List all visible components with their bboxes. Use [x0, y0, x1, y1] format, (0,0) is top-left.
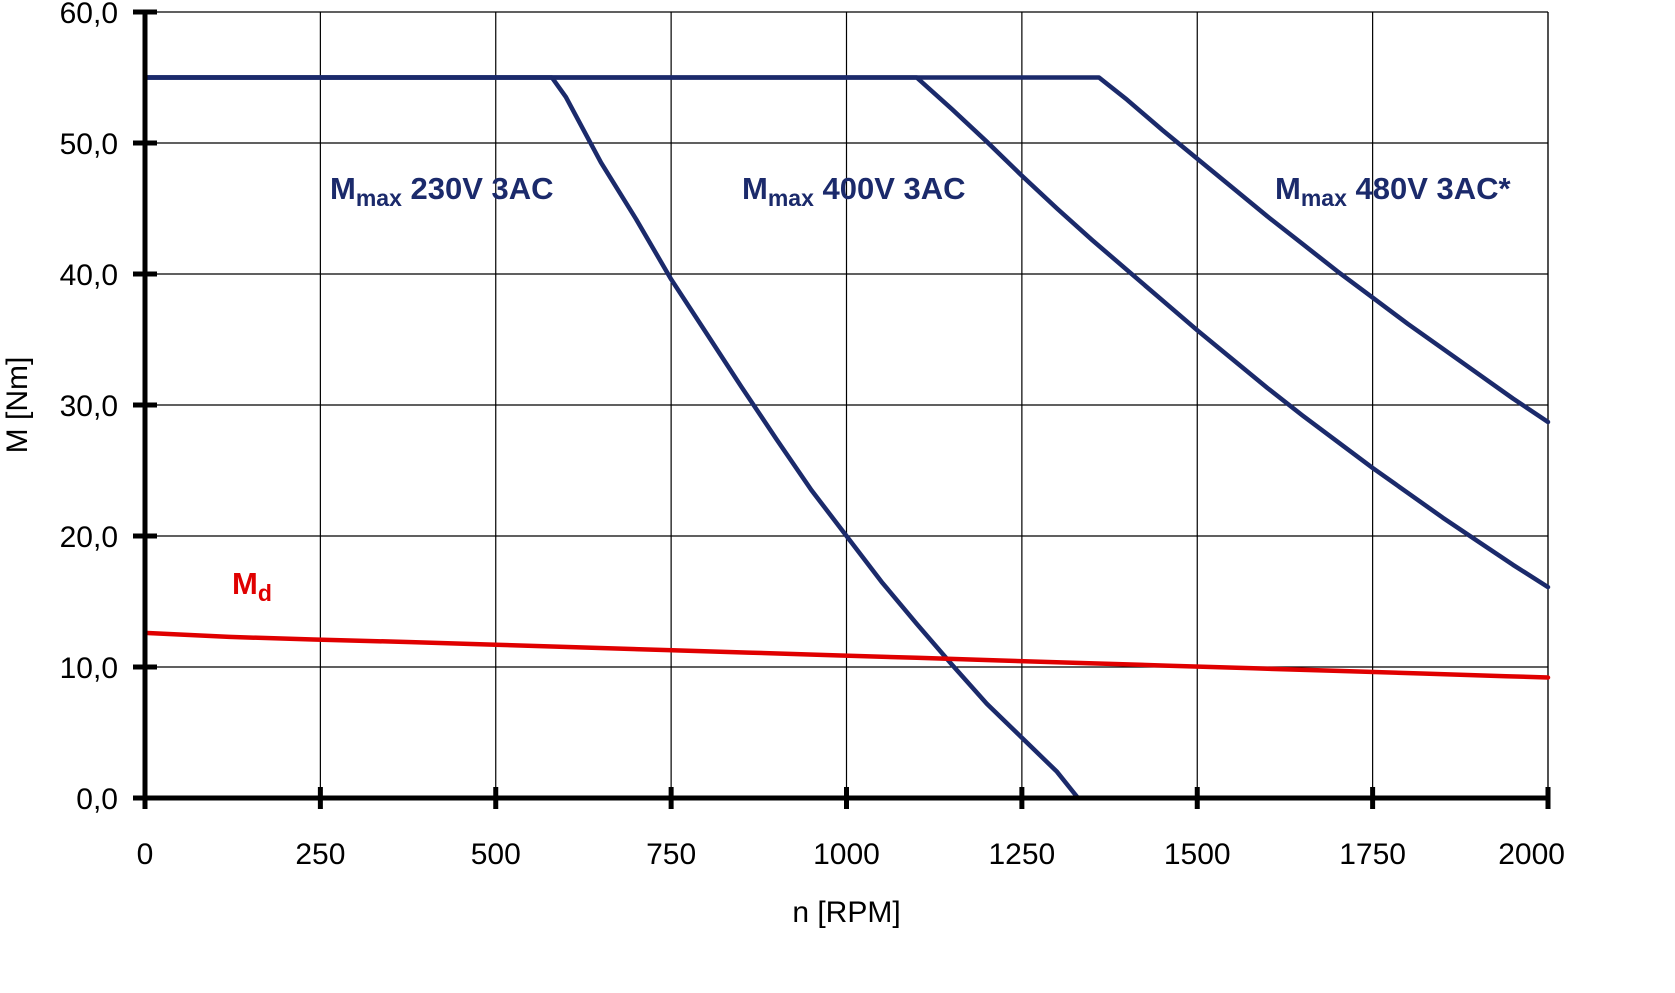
x-tick-label: 250	[295, 838, 345, 871]
grid	[144, 11, 1549, 799]
label-rest: 230V 3AC	[402, 171, 554, 206]
y-tick-label: 20,0	[60, 521, 118, 554]
series-label-mmax400: Mmax 400V 3AC	[742, 171, 966, 211]
series-label-mmax230: Mmax 230V 3AC	[330, 171, 554, 211]
series-lines	[142, 75, 1551, 801]
series-label-mmax480: Mmax 480V 3AC*	[1275, 171, 1512, 211]
y-tick-label: 0,0	[76, 783, 118, 816]
label-rest: 480V 3AC*	[1347, 171, 1512, 206]
series-line-md	[142, 630, 1551, 680]
series-line-mmax400	[142, 75, 1551, 590]
label-main: M	[1275, 171, 1301, 206]
x-tick-label: 1750	[1339, 838, 1406, 871]
y-tick-label: 40,0	[60, 259, 118, 292]
label-main: M	[330, 171, 356, 206]
x-tick-label: 750	[646, 838, 696, 871]
x-tick-label: 2000	[1498, 838, 1565, 871]
label-main: M	[742, 171, 768, 206]
x-tick-label: 1500	[1164, 838, 1231, 871]
series-line-mmax230	[142, 75, 1081, 801]
label-sub: max	[768, 185, 814, 211]
x-tick-label: 1250	[989, 838, 1056, 871]
label-main: M	[232, 566, 258, 601]
label-sub: max	[1301, 185, 1347, 211]
label-sub: max	[356, 185, 402, 211]
y-axis-title: M [Nm]	[1, 357, 34, 454]
x-tick-label: 500	[471, 838, 521, 871]
series-line-mmax480	[142, 75, 1551, 425]
x-axis-title: n [RPM]	[792, 896, 900, 929]
y-tick-label: 50,0	[60, 128, 118, 161]
x-tick-label: 0	[137, 838, 154, 871]
y-tick-label: 30,0	[60, 390, 118, 423]
x-tick-label: 1000	[813, 838, 880, 871]
series-label-md: Md	[232, 566, 272, 606]
tick-labels: 0 250 500 750 1000 1250 1500 1750 2000 0,0 10,0 20,…	[60, 0, 1565, 871]
y-tick-label: 60,0	[60, 0, 118, 30]
label-sub: d	[258, 580, 272, 606]
axes	[133, 9, 1551, 809]
y-tick-label: 10,0	[60, 652, 118, 685]
label-rest: 400V 3AC	[814, 171, 966, 206]
